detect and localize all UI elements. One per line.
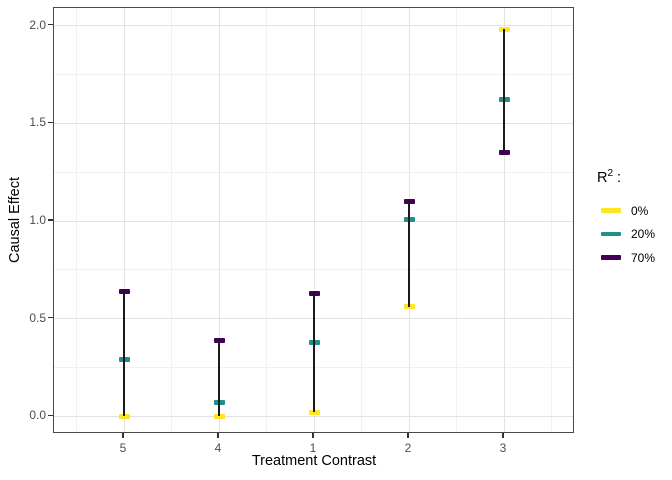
x-tick-mark: [502, 433, 504, 438]
gridline-minor-vertical: [551, 8, 552, 432]
legend: R2: 0% 20% 70%: [597, 168, 655, 269]
x-tick-mark: [312, 433, 314, 438]
gridline-minor-vertical: [266, 8, 267, 432]
x-tick-mark: [217, 433, 219, 438]
y-tick-label: 2.0: [29, 17, 46, 32]
legend-title: R2:: [597, 168, 655, 186]
gridline-minor-vertical: [361, 8, 362, 432]
legend-entry-0%: 0%: [597, 199, 655, 223]
y-tick-label: 1.5: [29, 115, 46, 130]
y-tick-label: 1.0: [29, 213, 46, 227]
y-tick-mark: [48, 414, 53, 417]
x-tick-label: 2: [404, 441, 412, 455]
legend-label: 70%: [631, 250, 656, 265]
x-tick-mark: [407, 433, 409, 438]
data-point-0%-contrast-5: [118, 413, 130, 419]
legend-entry-70%: 70%: [597, 246, 655, 270]
x-axis-title: Treatment Contrast: [251, 453, 377, 469]
x-tick-label: 3: [499, 441, 507, 455]
legend-key-swatch: [601, 208, 621, 213]
y-tick-mark: [48, 23, 53, 26]
plot-panel: [53, 7, 574, 433]
range-line-contrast-1: [313, 293, 315, 413]
legend-entry-20%: 20%: [597, 222, 655, 246]
gridline-major-vertical: [313, 8, 315, 432]
legend-title-superscript: 2: [607, 168, 614, 179]
data-point-70%-contrast-3: [498, 150, 510, 156]
legend-key-swatch: [601, 231, 621, 237]
legend-key-swatch: [601, 255, 621, 260]
gridline-major-horizontal: [54, 122, 573, 124]
range-line-contrast-2: [408, 201, 410, 307]
y-tick-label: 0.0: [29, 408, 46, 423]
legend-entries: 0% 20% 70%: [597, 199, 655, 270]
x-tick-label: 1: [309, 441, 317, 455]
y-tick-label: 0.5: [29, 310, 46, 325]
gridline-minor-vertical: [171, 8, 172, 432]
range-line-contrast-5: [123, 291, 125, 417]
legend-label: 0%: [631, 203, 649, 218]
legend-title-suffix: :: [617, 169, 622, 186]
data-point-0%-contrast-1: [308, 410, 320, 415]
data-point-0%-contrast-2: [403, 304, 415, 310]
gridline-major-horizontal: [54, 415, 573, 417]
gridline-minor-vertical: [76, 8, 77, 432]
legend-label: 20%: [631, 227, 656, 242]
gridline-major-vertical: [218, 8, 220, 432]
gridline-major-vertical: [503, 8, 505, 432]
x-tick-mark: [122, 433, 124, 438]
range-line-contrast-3: [503, 29, 505, 153]
gridline-minor-vertical: [456, 8, 457, 432]
gridline-major-vertical: [123, 8, 125, 432]
x-tick-label: 5: [119, 441, 127, 455]
range-line-contrast-4: [218, 340, 220, 417]
gridline-major-horizontal: [54, 25, 573, 27]
y-tick-mark: [48, 121, 53, 124]
data-point-0%-contrast-4: [213, 413, 225, 419]
y-tick-mark: [48, 316, 53, 319]
y-tick-mark: [48, 219, 53, 221]
x-tick-label: 4: [214, 441, 222, 455]
legend-title-base: R: [597, 169, 608, 186]
gridline-major-horizontal: [54, 220, 573, 222]
